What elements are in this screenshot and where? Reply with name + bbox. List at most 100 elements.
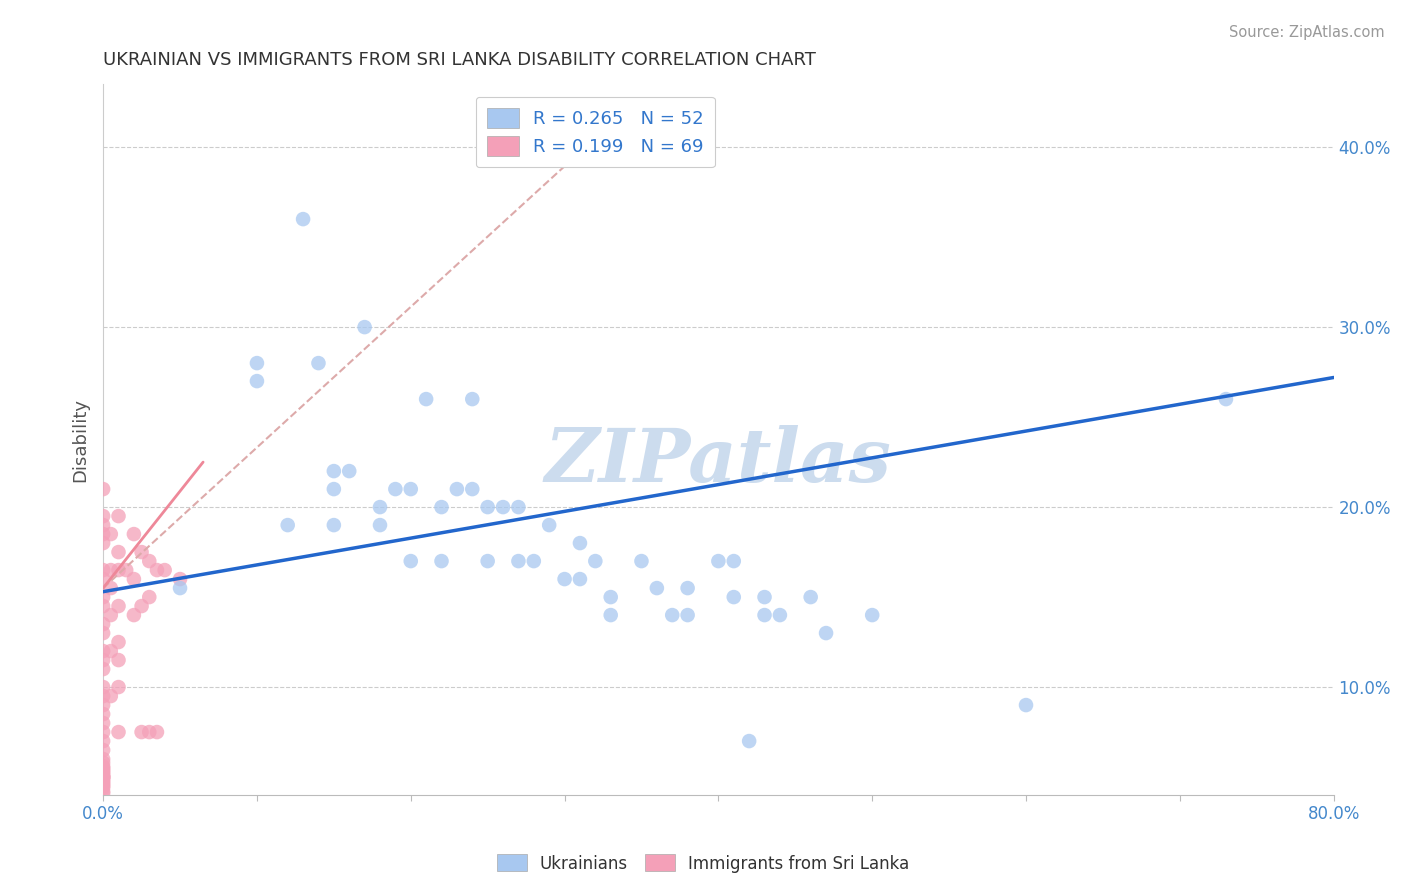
Point: [107, 653, 129, 667]
Point: [91, 770, 114, 784]
Point: [399, 482, 422, 496]
Point: [100, 527, 122, 541]
Point: [107, 545, 129, 559]
Legend: Ukrainians, Immigrants from Sri Lanka: Ukrainians, Immigrants from Sri Lanka: [489, 847, 917, 880]
Point: [100, 581, 122, 595]
Point: [91, 766, 114, 780]
Point: [91, 786, 114, 800]
Point: [91, 761, 114, 775]
Point: [138, 590, 160, 604]
Point: [100, 608, 122, 623]
Point: [91, 768, 114, 782]
Point: [91, 482, 114, 496]
Point: [676, 581, 699, 595]
Point: [415, 392, 437, 406]
Point: [131, 545, 153, 559]
Point: [860, 608, 883, 623]
Point: [676, 608, 699, 623]
Point: [461, 392, 484, 406]
Point: [100, 644, 122, 658]
Point: [91, 779, 114, 793]
Point: [107, 599, 129, 613]
Point: [91, 599, 114, 613]
Point: [430, 500, 453, 514]
Point: [337, 464, 360, 478]
Point: [91, 763, 114, 777]
Point: [122, 527, 145, 541]
Point: [477, 500, 499, 514]
Point: [277, 518, 299, 533]
Point: [538, 518, 561, 533]
Point: [107, 680, 129, 694]
Point: [738, 734, 761, 748]
Point: [107, 725, 129, 739]
Point: [599, 608, 621, 623]
Text: ZIPatlas: ZIPatlas: [546, 425, 891, 497]
Point: [146, 563, 169, 577]
Point: [754, 608, 776, 623]
Point: [91, 698, 114, 712]
Point: [122, 608, 145, 623]
Point: [91, 743, 114, 757]
Point: [131, 599, 153, 613]
Point: [645, 581, 668, 595]
Point: [91, 662, 114, 676]
Y-axis label: Disability: Disability: [72, 398, 89, 482]
Point: [630, 554, 652, 568]
Point: [169, 581, 191, 595]
Point: [1015, 698, 1038, 712]
Point: [91, 764, 114, 779]
Point: [399, 554, 422, 568]
Point: [91, 772, 114, 786]
Legend: R = 0.265   N = 52, R = 0.199   N = 69: R = 0.265 N = 52, R = 0.199 N = 69: [475, 96, 714, 168]
Point: [91, 617, 114, 632]
Point: [568, 536, 591, 550]
Point: [800, 590, 823, 604]
Point: [754, 590, 776, 604]
Point: [115, 563, 138, 577]
Point: [91, 725, 114, 739]
Point: [169, 572, 191, 586]
Point: [723, 554, 745, 568]
Point: [91, 509, 114, 524]
Point: [91, 707, 114, 722]
Point: [430, 554, 453, 568]
Point: [523, 554, 546, 568]
Point: [138, 554, 160, 568]
Point: [91, 756, 114, 770]
Point: [107, 509, 129, 524]
Point: [246, 374, 269, 388]
Point: [91, 527, 114, 541]
Point: [384, 482, 406, 496]
Text: Source: ZipAtlas.com: Source: ZipAtlas.com: [1229, 25, 1385, 40]
Point: [508, 500, 530, 514]
Point: [91, 563, 114, 577]
Point: [131, 725, 153, 739]
Point: [554, 572, 576, 586]
Point: [568, 572, 591, 586]
Point: [353, 320, 375, 334]
Point: [153, 563, 176, 577]
Point: [1215, 392, 1237, 406]
Point: [91, 784, 114, 798]
Point: [146, 725, 169, 739]
Point: [91, 775, 114, 789]
Point: [477, 554, 499, 568]
Point: [91, 770, 114, 784]
Point: [91, 689, 114, 703]
Point: [583, 554, 606, 568]
Point: [322, 482, 344, 496]
Point: [91, 626, 114, 640]
Point: [769, 608, 792, 623]
Point: [661, 608, 683, 623]
Point: [91, 780, 114, 795]
Point: [107, 635, 129, 649]
Point: [368, 518, 391, 533]
Point: [91, 536, 114, 550]
Point: [723, 590, 745, 604]
Point: [91, 759, 114, 773]
Point: [100, 563, 122, 577]
Point: [91, 680, 114, 694]
Point: [138, 725, 160, 739]
Point: [308, 356, 330, 370]
